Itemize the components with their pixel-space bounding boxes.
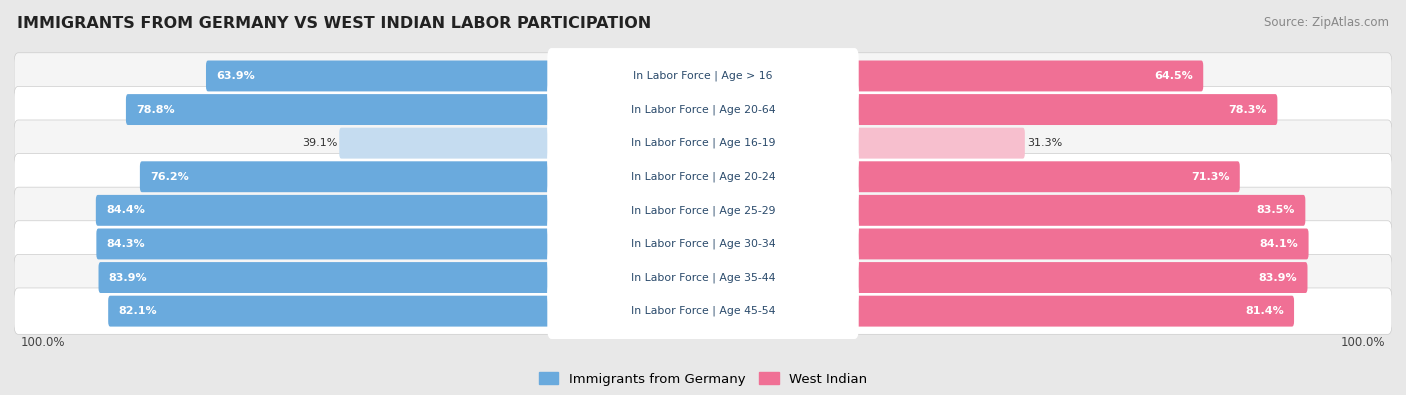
Text: 100.0%: 100.0% [21,336,66,349]
Text: 84.3%: 84.3% [107,239,145,249]
Text: 63.9%: 63.9% [217,71,254,81]
FancyBboxPatch shape [14,87,1392,133]
Text: 84.4%: 84.4% [107,205,145,215]
Text: 64.5%: 64.5% [1154,71,1192,81]
Text: In Labor Force | Age 16-19: In Labor Force | Age 16-19 [631,138,775,149]
Text: 82.1%: 82.1% [118,306,157,316]
FancyBboxPatch shape [14,254,1392,301]
Text: Source: ZipAtlas.com: Source: ZipAtlas.com [1264,16,1389,29]
FancyBboxPatch shape [547,115,859,171]
FancyBboxPatch shape [852,60,1204,91]
FancyBboxPatch shape [96,195,554,226]
Text: 31.3%: 31.3% [1026,138,1062,148]
FancyBboxPatch shape [139,161,554,192]
Text: In Labor Force | Age 25-29: In Labor Force | Age 25-29 [631,205,775,216]
Text: 81.4%: 81.4% [1244,306,1284,316]
FancyBboxPatch shape [108,296,554,327]
FancyBboxPatch shape [339,128,554,159]
FancyBboxPatch shape [547,149,859,205]
Text: 84.1%: 84.1% [1260,239,1298,249]
FancyBboxPatch shape [14,53,1392,99]
FancyBboxPatch shape [547,283,859,339]
FancyBboxPatch shape [547,216,859,272]
FancyBboxPatch shape [97,228,554,260]
FancyBboxPatch shape [14,187,1392,233]
Text: 100.0%: 100.0% [1340,336,1385,349]
FancyBboxPatch shape [852,128,1025,159]
FancyBboxPatch shape [547,250,859,305]
Text: 78.3%: 78.3% [1229,105,1267,115]
FancyBboxPatch shape [14,154,1392,200]
FancyBboxPatch shape [547,48,859,104]
FancyBboxPatch shape [852,296,1294,327]
FancyBboxPatch shape [14,221,1392,267]
Text: In Labor Force | Age > 16: In Labor Force | Age > 16 [633,71,773,81]
Text: 39.1%: 39.1% [302,138,337,148]
Text: In Labor Force | Age 35-44: In Labor Force | Age 35-44 [631,272,775,283]
FancyBboxPatch shape [547,182,859,238]
FancyBboxPatch shape [852,195,1305,226]
Text: 83.9%: 83.9% [1258,273,1298,282]
Text: 71.3%: 71.3% [1191,172,1229,182]
Text: 78.8%: 78.8% [136,105,174,115]
Text: IMMIGRANTS FROM GERMANY VS WEST INDIAN LABOR PARTICIPATION: IMMIGRANTS FROM GERMANY VS WEST INDIAN L… [17,16,651,31]
FancyBboxPatch shape [14,288,1392,334]
FancyBboxPatch shape [547,82,859,137]
Text: In Labor Force | Age 30-34: In Labor Force | Age 30-34 [631,239,775,249]
Text: In Labor Force | Age 45-54: In Labor Force | Age 45-54 [631,306,775,316]
FancyBboxPatch shape [852,262,1308,293]
FancyBboxPatch shape [852,94,1278,125]
Text: In Labor Force | Age 20-24: In Labor Force | Age 20-24 [631,171,775,182]
FancyBboxPatch shape [852,228,1309,260]
Text: 83.5%: 83.5% [1257,205,1295,215]
FancyBboxPatch shape [98,262,554,293]
Text: In Labor Force | Age 20-64: In Labor Force | Age 20-64 [631,104,775,115]
Text: 83.9%: 83.9% [108,273,148,282]
Text: 76.2%: 76.2% [150,172,188,182]
FancyBboxPatch shape [207,60,554,91]
FancyBboxPatch shape [127,94,554,125]
Legend: Immigrants from Germany, West Indian: Immigrants from Germany, West Indian [538,372,868,386]
FancyBboxPatch shape [14,120,1392,166]
FancyBboxPatch shape [852,161,1240,192]
